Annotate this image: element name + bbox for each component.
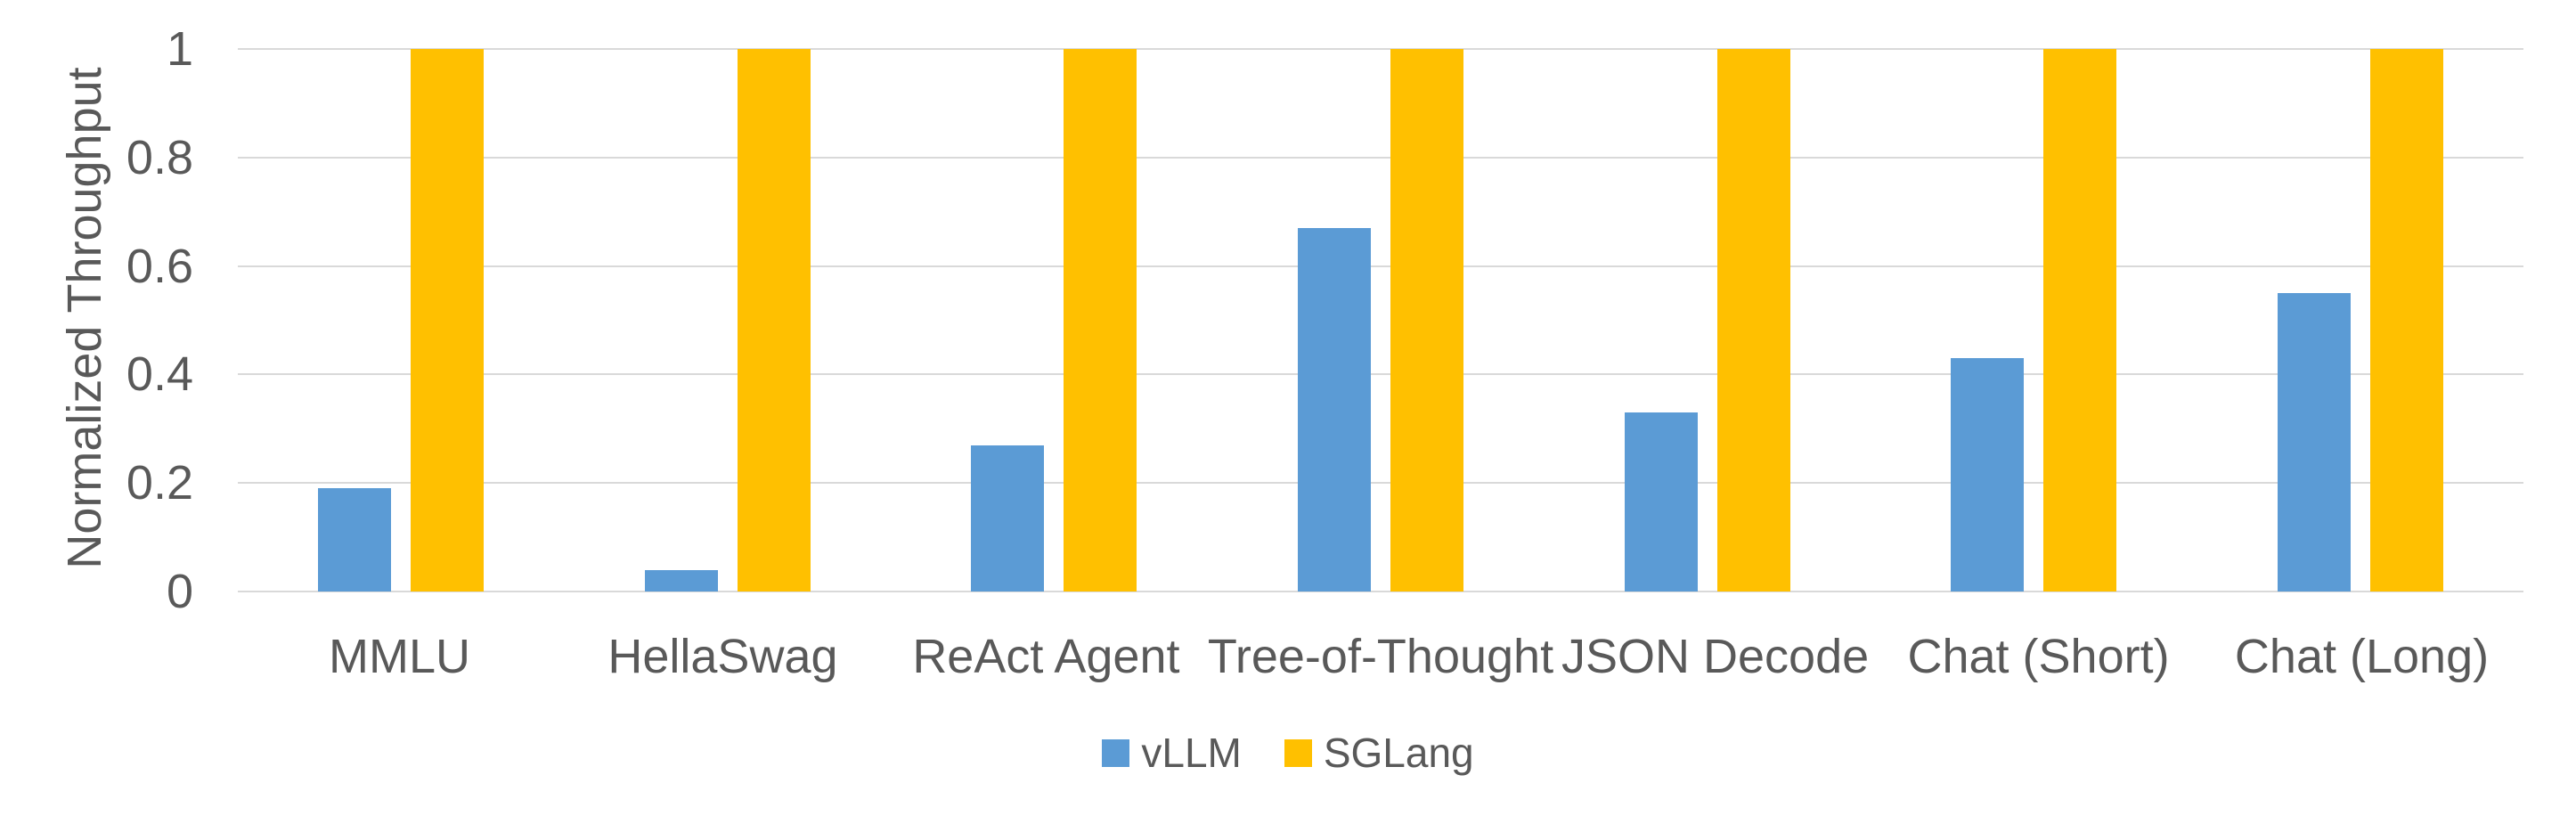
legend: vLLM SGLang: [0, 729, 2576, 777]
bar-group-chat-long: [2197, 49, 2523, 591]
y-tick-label-0: 0: [166, 565, 193, 618]
x-label-mmlu: MMLU: [328, 630, 470, 683]
legend-swatch-icon-vllm: [1102, 738, 1130, 767]
gridline-1: [238, 48, 2523, 50]
bar-group-tree-of-thought: [1218, 49, 1545, 591]
bar-group-hellaswag: [565, 49, 892, 591]
bar-sglang-mmlu: [411, 49, 485, 591]
legend-label-sglang: SGLang: [1323, 730, 1474, 776]
y-tick-label-1: 1: [166, 22, 193, 76]
bar-group-react-agent: [891, 49, 1218, 591]
plot-area: [238, 48, 2523, 592]
gridline-0-4: [238, 373, 2523, 375]
gridline-0-6: [238, 265, 2523, 267]
bar-sglang-tree-of-thought: [1390, 49, 1464, 591]
legend-item-vllm: vLLM: [1102, 729, 1242, 777]
y-tick-label-0-2: 0.2: [126, 456, 193, 510]
bar-sglang-json-decode: [1716, 49, 1790, 591]
gridline-0-2: [238, 482, 2523, 484]
legend-item-sglang: SGLang: [1284, 729, 1474, 777]
bar-sglang-react-agent: [1064, 49, 1137, 591]
y-tick-label-0-6: 0.6: [126, 240, 193, 293]
x-label-chat-long: Chat (Long): [2234, 630, 2490, 683]
bar-sglang-hellaswag: [737, 49, 811, 591]
bar-sglang-chat-short: [2043, 49, 2117, 591]
bar-vllm-hellaswag: [644, 570, 718, 591]
x-label-json-decode: JSON Decode: [1561, 630, 1870, 683]
bar-vllm-json-decode: [1624, 412, 1698, 591]
x-label-hellaswag: HellaSwag: [607, 630, 838, 683]
gridline-0-8: [238, 157, 2523, 159]
bar-group-chat-short: [1871, 49, 2197, 591]
x-axis-labels: MMLU HellaSwag ReAct Agent Tree-of-Thought J…: [238, 629, 2523, 684]
gridline-0: [238, 591, 2523, 592]
bar-vllm-chat-long: [2277, 293, 2351, 591]
bar-vllm-chat-short: [1951, 358, 2025, 591]
y-tick-label-0-4: 0.4: [126, 347, 193, 401]
bar-vllm-mmlu: [318, 488, 392, 591]
legend-swatch-icon-sglang: [1284, 738, 1312, 767]
x-label-tree-of-thought: Tree-of-Thought: [1207, 630, 1554, 683]
y-tick-label-0-8: 0.8: [126, 131, 193, 184]
bar-vllm-react-agent: [971, 445, 1045, 591]
bar-vllm-tree-of-thought: [1298, 228, 1372, 591]
bar-group-mmlu: [238, 49, 565, 591]
bar-groups: [238, 49, 2523, 591]
bar-group-json-decode: [1544, 49, 1871, 591]
legend-label-vllm: vLLM: [1141, 730, 1242, 776]
bar-sglang-chat-long: [2369, 49, 2443, 591]
x-label-react-agent: ReAct Agent: [912, 630, 1180, 683]
x-label-chat-short: Chat (Short): [1907, 630, 2170, 683]
